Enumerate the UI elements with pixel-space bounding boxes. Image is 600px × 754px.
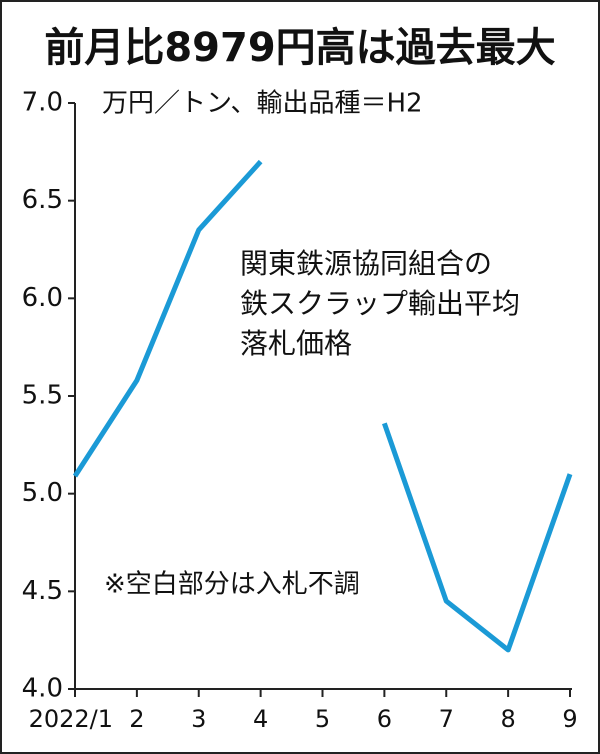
y-tick-label: 6.0 [22,283,63,313]
y-tick-label: 5.0 [22,478,63,508]
note: ※空白部分は入札不調 [104,570,360,600]
x-tick-label: 4 [253,705,268,733]
x-tick-label: 6 [377,705,392,733]
annotation: 落札価格 [240,327,352,360]
y-tick-label: 7.0 [22,88,63,118]
y-tick-label: 4.5 [22,576,63,606]
x-tick-label: 2 [129,705,144,733]
y-tick-label: 5.5 [22,381,63,411]
x-tick-label: 7 [439,705,454,733]
y-tick-label: 4.0 [22,674,63,704]
annotation: 鉄スクラップ輸出平均 [240,287,520,320]
x-tick-label: 8 [500,705,515,733]
y-tick-label: 6.5 [22,185,63,215]
x-tick-label: 5 [315,705,330,733]
x-tick-label: 2022/1 [29,705,113,733]
annotation: 関東鉄源協同組合の [240,247,492,280]
x-tick-label: 9 [562,705,577,733]
data-line [72,159,573,653]
chart-title: 前月比8979円高は過去最大 [44,25,555,71]
x-tick-label: 3 [191,705,206,733]
unit-label: 万円／トン、輸出品種＝H2 [102,89,423,119]
